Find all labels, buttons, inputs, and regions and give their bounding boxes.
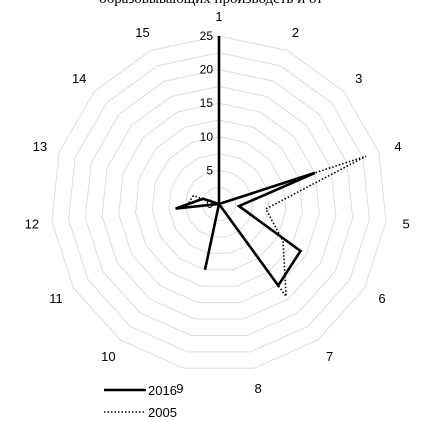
r-tick-label: 25 — [200, 29, 214, 43]
category-label-15: 15 — [135, 25, 149, 40]
category-label-7: 7 — [326, 349, 333, 364]
r-tick-label: 15 — [200, 96, 214, 110]
grid-ring — [118, 102, 320, 304]
category-label-1: 1 — [215, 9, 222, 24]
grid-ring — [101, 85, 337, 320]
grid-ring — [68, 52, 370, 353]
legend-label-2005: 2005 — [148, 405, 177, 420]
grid-ring — [51, 35, 387, 369]
radar-grid — [51, 35, 387, 369]
category-label-2: 2 — [292, 25, 299, 40]
grid-ring — [84, 69, 354, 336]
grid-ring — [201, 186, 237, 221]
category-label-9: 9 — [176, 381, 183, 396]
r-tick-label: 20 — [200, 63, 214, 77]
category-label-14: 14 — [72, 71, 86, 86]
series-line-2005 — [183, 155, 367, 300]
category-label-11: 11 — [49, 291, 63, 306]
grid-ring — [168, 153, 270, 254]
r-tick-label: 10 — [200, 130, 214, 144]
series-lines — [175, 36, 367, 300]
category-label-5: 5 — [402, 217, 409, 232]
grid-ring — [185, 169, 253, 238]
legend: 2016 2005 — [104, 383, 177, 420]
category-label-6: 6 — [378, 291, 385, 306]
category-label-4: 4 — [394, 139, 401, 154]
category-label-3: 3 — [355, 71, 362, 86]
r-tick-label: 5 — [206, 163, 213, 177]
category-label-12: 12 — [25, 217, 39, 232]
cropped-header-text: образовывающих производств и от — [0, 0, 422, 8]
category-label-13: 13 — [33, 139, 47, 154]
legend-label-2016: 2016 — [148, 383, 177, 398]
category-label-10: 10 — [101, 349, 115, 364]
category-label-8: 8 — [254, 381, 261, 396]
grid-ring — [134, 119, 304, 287]
grid-ring — [151, 136, 287, 271]
